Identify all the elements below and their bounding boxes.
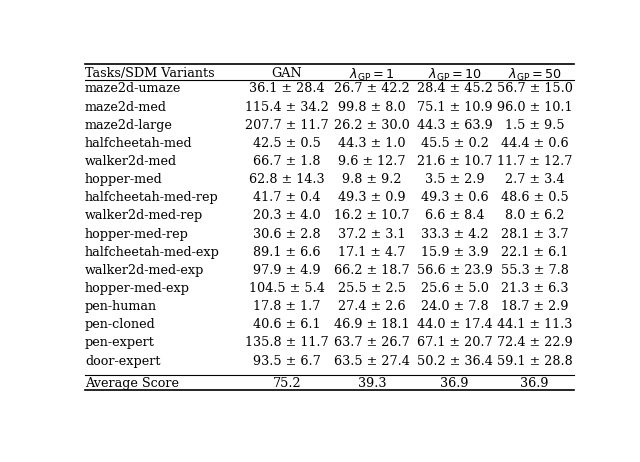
Text: 9.8 ± 9.2: 9.8 ± 9.2 — [342, 173, 402, 186]
Text: halfcheetah-med-exp: halfcheetah-med-exp — [85, 246, 220, 259]
Text: 44.3 ± 63.9: 44.3 ± 63.9 — [417, 119, 492, 132]
Text: Tasks/SDM Variants: Tasks/SDM Variants — [85, 67, 214, 80]
Text: 36.9: 36.9 — [520, 377, 549, 390]
Text: 44.0 ± 17.4: 44.0 ± 17.4 — [417, 318, 492, 331]
Text: 49.3 ± 0.6: 49.3 ± 0.6 — [420, 191, 488, 204]
Text: pen-cloned: pen-cloned — [85, 318, 156, 331]
Text: 37.2 ± 3.1: 37.2 ± 3.1 — [338, 227, 406, 241]
Text: door-expert: door-expert — [85, 354, 161, 367]
Text: maze2d-large: maze2d-large — [85, 119, 173, 132]
Text: 2.7 ± 3.4: 2.7 ± 3.4 — [505, 173, 564, 186]
Text: 40.6 ± 6.1: 40.6 ± 6.1 — [253, 318, 321, 331]
Text: 17.8 ± 1.7: 17.8 ± 1.7 — [253, 300, 321, 313]
Text: walker2d-med-exp: walker2d-med-exp — [85, 264, 204, 277]
Text: 8.0 ± 6.2: 8.0 ± 6.2 — [505, 209, 564, 222]
Text: 6.6 ± 8.4: 6.6 ± 8.4 — [425, 209, 484, 222]
Text: 11.7 ± 12.7: 11.7 ± 12.7 — [497, 155, 572, 168]
Text: $\lambda_{\mathrm{GP}} = 10$: $\lambda_{\mathrm{GP}} = 10$ — [428, 67, 481, 83]
Text: 59.1 ± 28.8: 59.1 ± 28.8 — [497, 354, 572, 367]
Text: 25.6 ± 5.0: 25.6 ± 5.0 — [420, 282, 488, 295]
Text: 50.2 ± 36.4: 50.2 ± 36.4 — [417, 354, 492, 367]
Text: 1.5 ± 9.5: 1.5 ± 9.5 — [505, 119, 564, 132]
Text: halfcheetah-med-rep: halfcheetah-med-rep — [85, 191, 219, 204]
Text: 96.0 ± 10.1: 96.0 ± 10.1 — [497, 101, 572, 114]
Text: 39.3: 39.3 — [358, 377, 386, 390]
Text: 66.2 ± 18.7: 66.2 ± 18.7 — [334, 264, 410, 277]
Text: 99.8 ± 8.0: 99.8 ± 8.0 — [338, 101, 406, 114]
Text: 66.7 ± 1.8: 66.7 ± 1.8 — [253, 155, 321, 168]
Text: 135.8 ± 11.7: 135.8 ± 11.7 — [245, 336, 329, 349]
Text: maze2d-med: maze2d-med — [85, 101, 167, 114]
Text: 44.3 ± 1.0: 44.3 ± 1.0 — [338, 137, 406, 150]
Text: pen-human: pen-human — [85, 300, 157, 313]
Text: $\lambda_{\mathrm{GP}} = 1$: $\lambda_{\mathrm{GP}} = 1$ — [349, 67, 395, 83]
Text: 97.9 ± 4.9: 97.9 ± 4.9 — [253, 264, 321, 277]
Text: 36.9: 36.9 — [440, 377, 468, 390]
Text: 45.5 ± 0.2: 45.5 ± 0.2 — [420, 137, 488, 150]
Text: 18.7 ± 2.9: 18.7 ± 2.9 — [501, 300, 568, 313]
Text: walker2d-med: walker2d-med — [85, 155, 177, 168]
Text: 63.7 ± 26.7: 63.7 ± 26.7 — [334, 336, 410, 349]
Text: 89.1 ± 6.6: 89.1 ± 6.6 — [253, 246, 321, 259]
Text: GAN: GAN — [272, 67, 303, 80]
Text: 15.9 ± 3.9: 15.9 ± 3.9 — [420, 246, 488, 259]
Text: 26.2 ± 30.0: 26.2 ± 30.0 — [334, 119, 410, 132]
Text: 21.6 ± 10.7: 21.6 ± 10.7 — [417, 155, 492, 168]
Text: 55.3 ± 7.8: 55.3 ± 7.8 — [500, 264, 568, 277]
Text: 46.9 ± 18.1: 46.9 ± 18.1 — [334, 318, 410, 331]
Text: 75.1 ± 10.9: 75.1 ± 10.9 — [417, 101, 492, 114]
Text: 207.7 ± 11.7: 207.7 ± 11.7 — [245, 119, 329, 132]
Text: 56.6 ± 23.9: 56.6 ± 23.9 — [417, 264, 492, 277]
Text: 28.4 ± 45.2: 28.4 ± 45.2 — [417, 82, 492, 95]
Text: 17.1 ± 4.7: 17.1 ± 4.7 — [338, 246, 406, 259]
Text: 30.6 ± 2.8: 30.6 ± 2.8 — [253, 227, 321, 241]
Text: 3.5 ± 2.9: 3.5 ± 2.9 — [425, 173, 484, 186]
Text: 33.3 ± 4.2: 33.3 ± 4.2 — [420, 227, 488, 241]
Text: 28.1 ± 3.7: 28.1 ± 3.7 — [501, 227, 568, 241]
Text: 72.4 ± 22.9: 72.4 ± 22.9 — [497, 336, 572, 349]
Text: walker2d-med-rep: walker2d-med-rep — [85, 209, 204, 222]
Text: hopper-med: hopper-med — [85, 173, 163, 186]
Text: 93.5 ± 6.7: 93.5 ± 6.7 — [253, 354, 321, 367]
Text: 44.1 ± 11.3: 44.1 ± 11.3 — [497, 318, 572, 331]
Text: halfcheetah-med: halfcheetah-med — [85, 137, 193, 150]
Text: pen-expert: pen-expert — [85, 336, 155, 349]
Text: 42.5 ± 0.5: 42.5 ± 0.5 — [253, 137, 321, 150]
Text: 20.3 ± 4.0: 20.3 ± 4.0 — [253, 209, 321, 222]
Text: 16.2 ± 10.7: 16.2 ± 10.7 — [334, 209, 410, 222]
Text: Average Score: Average Score — [85, 377, 179, 390]
Text: 44.4 ± 0.6: 44.4 ± 0.6 — [500, 137, 568, 150]
Text: 24.0 ± 7.8: 24.0 ± 7.8 — [420, 300, 488, 313]
Text: 56.7 ± 15.0: 56.7 ± 15.0 — [497, 82, 573, 95]
Text: maze2d-umaze: maze2d-umaze — [85, 82, 181, 95]
Text: 27.4 ± 2.6: 27.4 ± 2.6 — [338, 300, 406, 313]
Text: 9.6 ± 12.7: 9.6 ± 12.7 — [338, 155, 406, 168]
Text: 115.4 ± 34.2: 115.4 ± 34.2 — [245, 101, 329, 114]
Text: 62.8 ± 14.3: 62.8 ± 14.3 — [249, 173, 325, 186]
Text: 22.1 ± 6.1: 22.1 ± 6.1 — [501, 246, 568, 259]
Text: 21.3 ± 6.3: 21.3 ± 6.3 — [501, 282, 568, 295]
Text: 48.6 ± 0.5: 48.6 ± 0.5 — [500, 191, 568, 204]
Text: 104.5 ± 5.4: 104.5 ± 5.4 — [249, 282, 325, 295]
Text: 36.1 ± 28.4: 36.1 ± 28.4 — [249, 82, 325, 95]
Text: hopper-med-exp: hopper-med-exp — [85, 282, 190, 295]
Text: 41.7 ± 0.4: 41.7 ± 0.4 — [253, 191, 321, 204]
Text: hopper-med-rep: hopper-med-rep — [85, 227, 189, 241]
Text: 25.5 ± 2.5: 25.5 ± 2.5 — [338, 282, 406, 295]
Text: 75.2: 75.2 — [273, 377, 301, 390]
Text: $\lambda_{\mathrm{GP}} = 50$: $\lambda_{\mathrm{GP}} = 50$ — [508, 67, 561, 83]
Text: 26.7 ± 42.2: 26.7 ± 42.2 — [334, 82, 410, 95]
Text: 63.5 ± 27.4: 63.5 ± 27.4 — [334, 354, 410, 367]
Text: 49.3 ± 0.9: 49.3 ± 0.9 — [338, 191, 406, 204]
Text: 67.1 ± 20.7: 67.1 ± 20.7 — [417, 336, 492, 349]
